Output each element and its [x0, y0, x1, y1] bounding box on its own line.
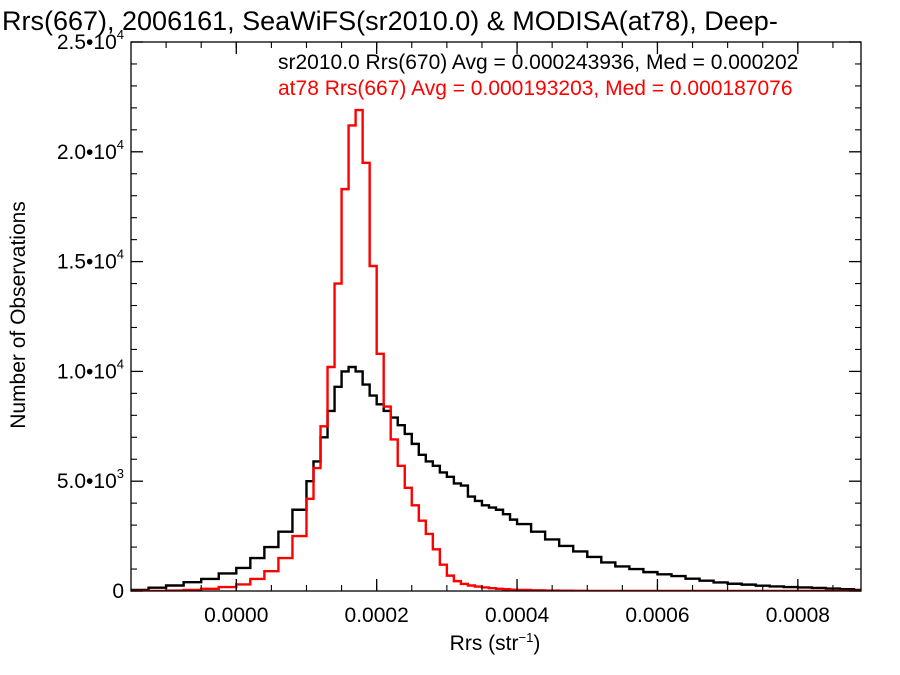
y-tick-label: 0: [112, 580, 124, 603]
y-tick-exponent: 4: [117, 137, 124, 152]
y-tick-mantissa: 0: [112, 580, 124, 603]
y-tick-mantissa: 1.0•10: [57, 360, 117, 383]
x-tick-label: 0.0004: [485, 604, 550, 627]
chart-title: Rrs(667), 2006161, SeaWiFS(sr2010.0) & M…: [2, 6, 778, 36]
y-tick-mantissa: 2.0•10: [57, 141, 117, 164]
x-tick-label: 0.0006: [625, 604, 689, 627]
y-tick-mantissa: 1.5•10: [57, 251, 117, 274]
x-axis-label: Rrs (str−1): [450, 630, 541, 655]
x-axis-label-main: Rrs (str: [450, 632, 519, 655]
plot-axes: 0.0000 0.0002 0.0004 0.0006 0.0008 0 5.0•103​ 1…: [57, 27, 862, 627]
y-tick-mantissa: 2.5•10: [57, 31, 117, 54]
plot-marks: [131, 108, 861, 591]
x-tick-label: 0.0000: [204, 604, 268, 627]
series-line-1: [131, 108, 861, 591]
y-tick-exponent: 4: [117, 356, 124, 371]
y-tick-label: 2.0•104​: [57, 137, 124, 164]
x-tick-label: 0.0002: [345, 604, 409, 627]
y-tick-mantissa: 5.0•10: [57, 470, 117, 493]
y-tick-label: 1.0•104​: [57, 356, 124, 383]
y-tick-exponent: 4: [117, 27, 124, 42]
y-tick-label: 2.5•104​: [57, 27, 124, 54]
y-tick-exponent: 4: [117, 247, 124, 262]
y-tick-label: 1.5•104​: [57, 247, 124, 274]
x-axis-label-close: ): [533, 632, 540, 655]
y-axis-label: Number of Observations: [7, 201, 30, 429]
x-tick-label: 0.0008: [766, 604, 830, 627]
series-line-0: [131, 365, 861, 591]
y-tick-exponent: 3: [117, 466, 124, 481]
legend-black: sr2010.0 Rrs(670) Avg = 0.000243936, Med…: [278, 51, 798, 74]
plot-frame: [130, 41, 862, 592]
x-axis-label-sup: −1: [519, 630, 534, 645]
y-tick-label: 5.0•103​: [57, 466, 124, 493]
legend-red: at78 Rrs(667) Avg = 0.000193203, Med = 0…: [278, 77, 793, 100]
